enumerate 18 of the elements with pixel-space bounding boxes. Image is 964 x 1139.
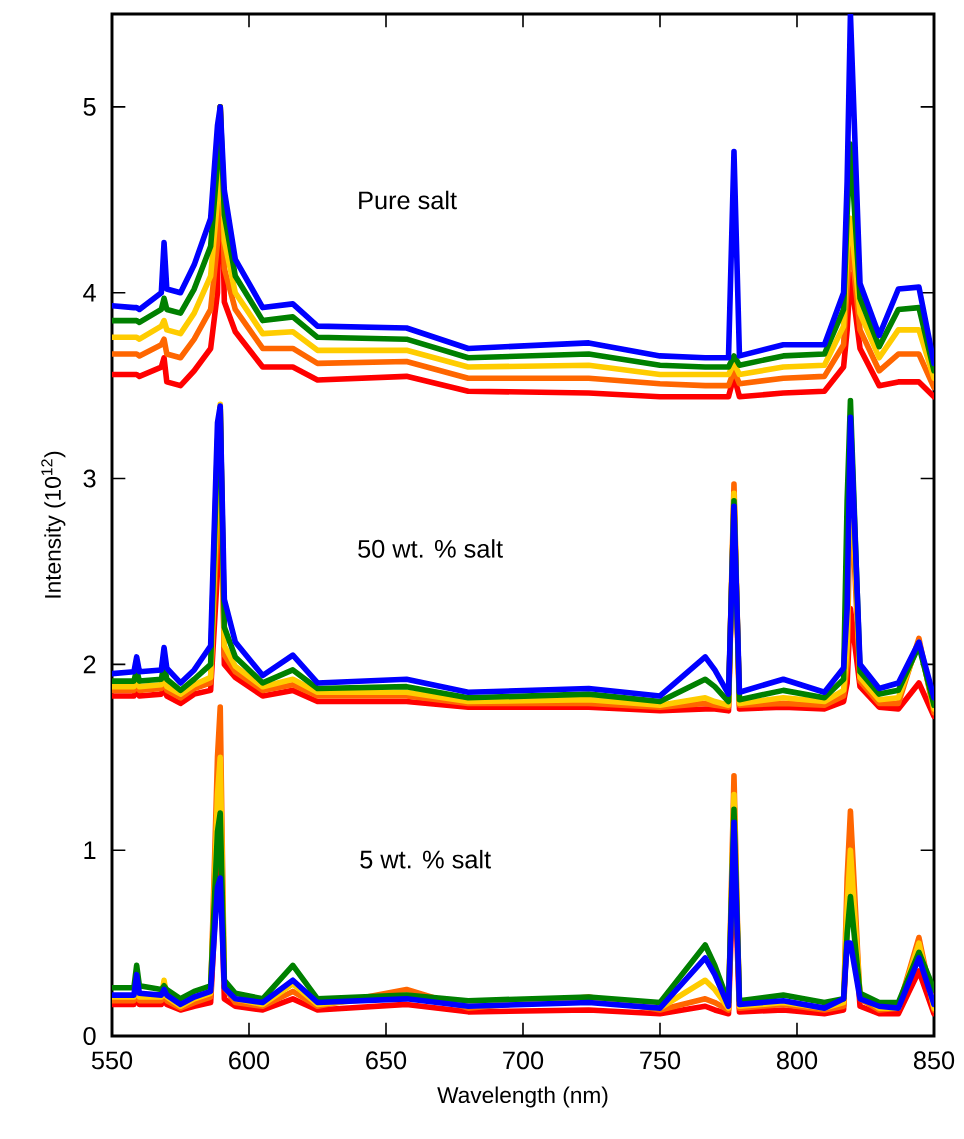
x-tick-label: 850 (914, 1051, 955, 1070)
y-tick-label: 3 (83, 469, 96, 488)
x-tick-label: 800 (777, 1051, 818, 1070)
y-tick-label: 2 (84, 655, 96, 674)
annotation: 5 wt. % salt (360, 849, 492, 869)
y-tick-label: 1 (84, 841, 96, 859)
x-tick-label: 750 (640, 1051, 681, 1070)
x-axis-title: Wavelength (nm) (437, 1086, 608, 1108)
y-axis-title: Intensity (10$^{12}$) (41, 451, 66, 598)
y-tick-label: 0 (83, 1027, 96, 1045)
y-tick-label: 4 (83, 284, 97, 302)
annotation: 50 wt. % salt (358, 539, 504, 558)
x-tick-label: 700 (503, 1051, 544, 1070)
annotation: Pure salt (359, 190, 458, 210)
x-tick-label: 550 (92, 1051, 133, 1070)
y-tick-label: 5 (83, 98, 96, 116)
x-tick-label: 650 (366, 1051, 407, 1070)
x-tick-label: 600 (229, 1051, 270, 1070)
